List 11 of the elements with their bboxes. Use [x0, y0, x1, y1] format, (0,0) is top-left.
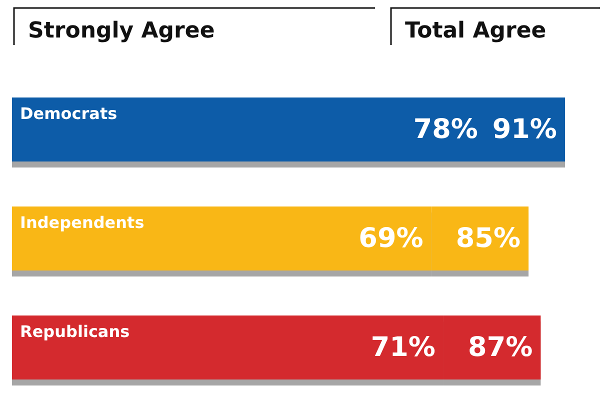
text: Strongly Agree	[28, 18, 215, 44]
total-label: 85%	[456, 223, 521, 254]
y-tick-label: Republicans	[20, 322, 130, 341]
y-tick-label: Democrats	[20, 104, 118, 123]
total-label: 91%	[492, 114, 557, 145]
data-label: 71%	[370, 332, 436, 363]
total-label: 87%	[468, 332, 533, 363]
data-label: 78%	[413, 114, 478, 145]
data-label: 69%	[358, 223, 424, 254]
y-tick-label: Independents	[20, 213, 144, 232]
text: Total Agree	[405, 18, 546, 44]
